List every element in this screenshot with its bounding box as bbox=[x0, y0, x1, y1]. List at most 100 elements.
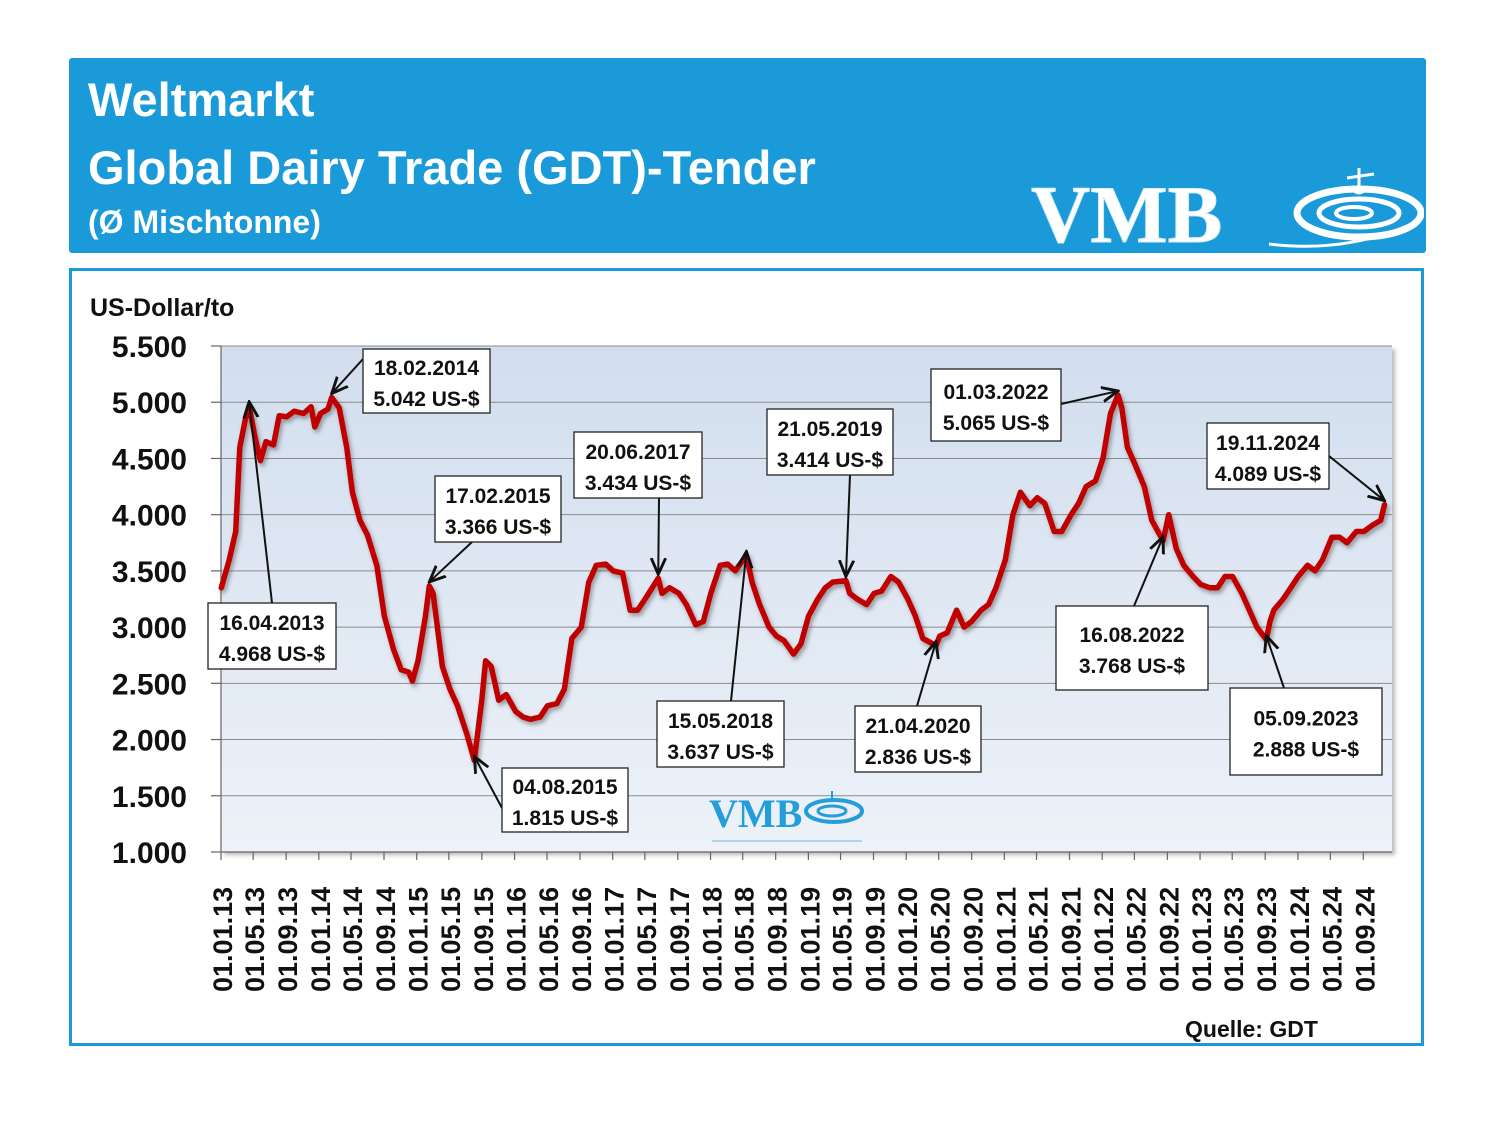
annotation-box bbox=[207, 602, 337, 670]
annotation-callout: 01.03.2022 5.065 US-$ bbox=[930, 368, 1118, 442]
annotation-box bbox=[501, 767, 629, 833]
annotation-date: 16.08.2022 bbox=[1079, 624, 1184, 647]
annotation-arrow bbox=[846, 474, 850, 577]
annotation-box bbox=[1206, 422, 1330, 490]
header-title-line1: Weltmarkt bbox=[88, 73, 315, 126]
annotation-arrow bbox=[730, 551, 746, 702]
vmb-logo-text: VMB bbox=[1031, 169, 1222, 253]
y-tick-label: 2.000 bbox=[112, 725, 187, 758]
annotation-callout: 19.11.2024 4.089 US-$ bbox=[1206, 422, 1384, 501]
x-axis: 01.01.13 01.05.13 01.09.13 01.01.14 01.05.14… bbox=[208, 851, 1392, 992]
x-tick-label: 01.09.19 bbox=[861, 887, 891, 992]
x-tick-label: 01.01.16 bbox=[502, 887, 532, 992]
annotation-date: 20.06.2017 bbox=[585, 441, 690, 464]
x-tick-label: 01.01.19 bbox=[795, 887, 825, 992]
annotation-arrow bbox=[1060, 391, 1118, 405]
annotation-box bbox=[854, 705, 982, 773]
x-tick-label: 01.05.17 bbox=[632, 887, 662, 992]
annotation-value: 5.065 US-$ bbox=[943, 412, 1050, 435]
annotation-date: 19.11.2024 bbox=[1216, 432, 1320, 455]
x-tick-label: 01.09.18 bbox=[763, 887, 793, 992]
x-tick-label: 01.09.13 bbox=[273, 887, 303, 992]
annotation-callout: 04.08.2015 1.815 US-$ bbox=[474, 756, 629, 833]
watermark-logo: VMB bbox=[709, 791, 864, 842]
x-tick-label: 01.05.19 bbox=[828, 887, 858, 992]
annotation-box bbox=[573, 431, 703, 499]
x-tick-label: 01.09.21 bbox=[1056, 887, 1086, 992]
annotation-arrow bbox=[1328, 455, 1384, 501]
x-tick-label: 01.09.17 bbox=[665, 887, 695, 992]
header-title-line2: Global Dairy Trade (GDT)-Tender bbox=[88, 141, 816, 194]
x-tick-label: 01.01.20 bbox=[893, 887, 923, 992]
x-tick-label: 01.05.16 bbox=[534, 887, 564, 992]
annotation-box bbox=[766, 408, 894, 476]
annotation-box bbox=[362, 348, 491, 414]
x-tick-label: 01.01.22 bbox=[1089, 887, 1119, 992]
annotation-date: 21.05.2019 bbox=[777, 418, 882, 441]
vmb-logo: VMB bbox=[1031, 168, 1424, 253]
x-tick-label: 01.01.15 bbox=[404, 887, 434, 992]
annotation-value: 3.366 US-$ bbox=[445, 516, 552, 539]
annotation-box bbox=[656, 700, 785, 768]
y-axis-label: US-Dollar/to bbox=[90, 294, 234, 322]
x-tick-label: 01.09.15 bbox=[469, 887, 499, 992]
chart: 1.000 1.500 2.000 2.500 3.000 3.500 4.000 4.500… bbox=[90, 294, 1392, 1042]
source-label: Quelle: GDT bbox=[1185, 1016, 1318, 1042]
y-tick-label: 3.500 bbox=[112, 556, 187, 589]
x-tick-label: 01.05.15 bbox=[436, 887, 466, 992]
y-tick-label: 3.000 bbox=[112, 612, 187, 645]
x-tick-label: 01.01.14 bbox=[306, 887, 336, 992]
x-tick-label: 01.05.23 bbox=[1219, 887, 1249, 992]
y-tick-label: 1.500 bbox=[112, 781, 187, 814]
annotation-callout: 15.05.2018 3.637 US-$ bbox=[656, 551, 785, 768]
annotation-date: 05.09.2023 bbox=[1253, 708, 1358, 731]
annotation-date: 01.03.2022 bbox=[943, 381, 1048, 404]
annotation-date: 18.02.2014 bbox=[374, 357, 479, 380]
annotation-date: 21.04.2020 bbox=[865, 715, 970, 738]
watermark-logo-text: VMB bbox=[709, 791, 802, 836]
x-tick-label: 01.01.24 bbox=[1285, 887, 1315, 992]
annotation-date: 17.02.2015 bbox=[445, 485, 550, 508]
annotation-date: 04.08.2015 bbox=[512, 776, 617, 799]
annotation-box bbox=[434, 475, 562, 543]
y-tick-label: 1.000 bbox=[112, 837, 187, 870]
y-tick-label: 4.000 bbox=[112, 500, 187, 533]
annotation-callout: 16.08.2022 3.768 US-$ bbox=[1055, 537, 1209, 691]
x-tick-label: 01.09.14 bbox=[371, 887, 401, 992]
annotation-arrow bbox=[916, 642, 936, 707]
x-tick-label: 01.05.13 bbox=[240, 887, 270, 992]
y-tick-label: 4.500 bbox=[112, 443, 187, 476]
annotation-arrow bbox=[474, 756, 503, 809]
header-banner: Weltmarkt Global Dairy Trade (GDT)-Tende… bbox=[69, 58, 1426, 253]
annotation-callout: 16.04.2013 4.968 US-$ bbox=[207, 402, 337, 670]
annotation-value: 3.768 US-$ bbox=[1079, 655, 1186, 678]
annotation-value: 3.414 US-$ bbox=[777, 449, 884, 472]
y-tick-label: 5.000 bbox=[112, 387, 187, 420]
annotation-value: 2.888 US-$ bbox=[1253, 739, 1360, 762]
annotation-box bbox=[1229, 687, 1383, 776]
annotation-arrow bbox=[429, 541, 473, 582]
annotation-date: 15.05.2018 bbox=[668, 710, 773, 733]
annotation-value: 4.089 US-$ bbox=[1215, 463, 1322, 486]
annotation-callout: 20.06.2017 3.434 US-$ bbox=[573, 431, 703, 574]
x-tick-label: 01.05.14 bbox=[338, 887, 368, 992]
series-line-gdt-price bbox=[218, 392, 1388, 764]
annotation-value: 3.637 US-$ bbox=[667, 741, 774, 764]
x-tick-label: 01.01.17 bbox=[600, 887, 630, 992]
annotations: 16.04.2013 4.968 US-$ 18.02.2014 5.042 US-$… bbox=[207, 348, 1384, 833]
annotation-box bbox=[930, 368, 1062, 442]
annotation-box bbox=[1055, 605, 1209, 691]
x-tick-label: 01.09.20 bbox=[959, 887, 989, 992]
x-tick-label: 01.01.13 bbox=[208, 887, 238, 992]
header-subtitle: (Ø Mischtonne) bbox=[88, 204, 321, 240]
annotation-callout: 05.09.2023 2.888 US-$ bbox=[1229, 636, 1383, 776]
annotation-arrow bbox=[332, 358, 364, 393]
x-tick-label: 01.05.24 bbox=[1317, 887, 1347, 992]
y-tick-label: 2.500 bbox=[112, 668, 187, 701]
x-tick-label: 01.09.24 bbox=[1350, 887, 1380, 992]
annotation-value: 1.815 US-$ bbox=[512, 807, 619, 830]
annotation-callout: 18.02.2014 5.042 US-$ bbox=[332, 348, 491, 414]
x-tick-label: 01.01.18 bbox=[698, 887, 728, 992]
annotation-value: 3.434 US-$ bbox=[585, 472, 692, 495]
x-tick-label: 01.09.16 bbox=[567, 887, 597, 992]
